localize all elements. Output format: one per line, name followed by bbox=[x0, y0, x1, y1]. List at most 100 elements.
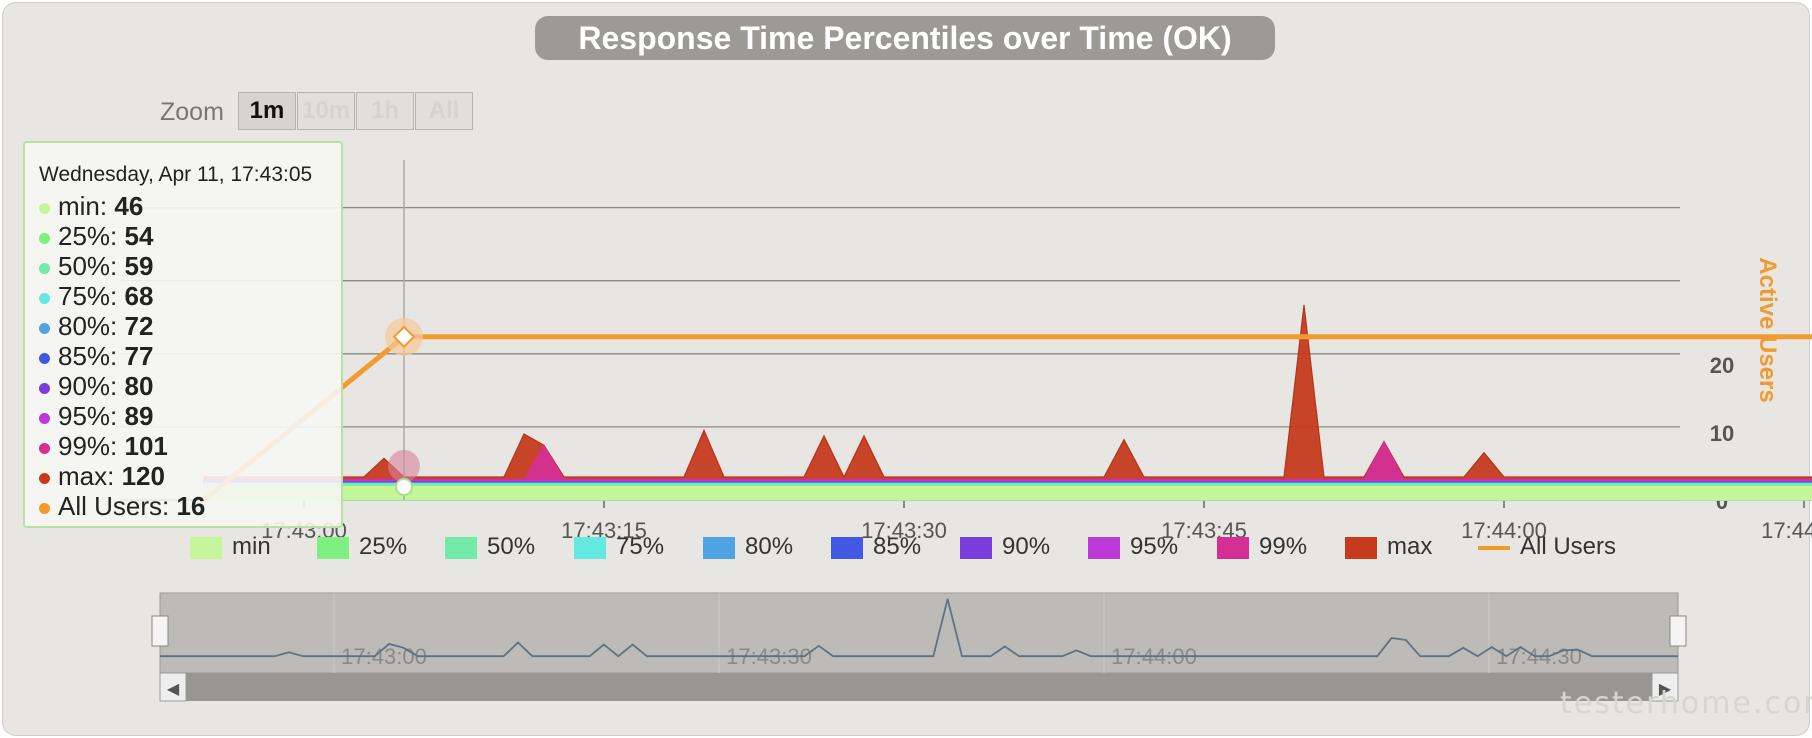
tooltip-row-min: min: 46 bbox=[39, 191, 341, 221]
hover-halo-max bbox=[388, 450, 420, 482]
tooltip-row-95-: 95%: 89 bbox=[39, 401, 341, 431]
tooltip-value: 68 bbox=[124, 281, 154, 311]
legend-label: max bbox=[1387, 533, 1433, 560]
legend-item-max[interactable]: max bbox=[1345, 533, 1432, 561]
tooltip-row-75-: 75%: 68 bbox=[39, 281, 341, 311]
tooltip-separator: : bbox=[110, 371, 125, 401]
x-tick-label: 17:44:00 bbox=[1461, 518, 1547, 543]
scroll-left-icon[interactable]: ◀ bbox=[167, 681, 180, 698]
navigator-sparkline bbox=[160, 598, 1678, 658]
legend-swatch bbox=[1345, 536, 1377, 559]
right-axis-tick: 10 bbox=[1710, 421, 1734, 446]
tooltip-separator: : bbox=[110, 221, 125, 251]
x-tick-label: 17:43:30 bbox=[861, 518, 947, 543]
tooltip-row-all-users: All Users: 16 bbox=[39, 491, 341, 521]
hover-marker-users bbox=[392, 325, 416, 349]
navigator-window[interactable] bbox=[159, 592, 1679, 674]
zoom-1m-button[interactable]: 1m bbox=[238, 92, 296, 130]
tooltip-date: Wednesday, Apr 11, 17:43:05 bbox=[39, 163, 313, 186]
legend-swatch bbox=[1478, 545, 1510, 550]
tooltip-dot bbox=[39, 472, 50, 484]
legend-label: 80% bbox=[745, 533, 794, 560]
legend-label: 95% bbox=[1130, 533, 1179, 560]
tooltip-label: 85% bbox=[58, 341, 111, 371]
legend-label: 50% bbox=[487, 533, 536, 560]
legend-label: 75% bbox=[616, 533, 665, 560]
tooltip-row-25-: 25%: 54 bbox=[39, 221, 341, 251]
tooltip-label: max bbox=[58, 461, 108, 491]
legend-item-min[interactable]: min bbox=[190, 533, 271, 561]
legend-item-85-[interactable]: 85% bbox=[831, 533, 921, 561]
legend-swatch bbox=[574, 536, 606, 559]
legend-swatch bbox=[1088, 536, 1120, 559]
navigator-handle-right[interactable] bbox=[1669, 615, 1687, 647]
zoom-1h-button[interactable]: 1h bbox=[356, 92, 414, 130]
tooltip-label: min bbox=[58, 191, 100, 221]
tooltip-dot bbox=[39, 292, 50, 304]
watermark: testerhome.com bbox=[1560, 686, 1812, 721]
tooltip-row-99-: 99%: 101 bbox=[39, 431, 341, 461]
area-series-max bbox=[203, 304, 1812, 501]
tooltip-separator: : bbox=[110, 311, 125, 341]
legend-label: 85% bbox=[873, 533, 922, 560]
legend-swatch bbox=[317, 536, 349, 559]
legend-item-50-[interactable]: 50% bbox=[445, 533, 535, 561]
legend-item-99-[interactable]: 99% bbox=[1217, 533, 1307, 561]
tooltip: Wednesday, Apr 11, 17:43:05 min: 46 25%: … bbox=[23, 141, 343, 528]
legend-label: 25% bbox=[359, 533, 408, 560]
tooltip-separator: : bbox=[110, 251, 125, 281]
legend-item-75-[interactable]: 75% bbox=[574, 533, 664, 561]
zoom-label: Zoom bbox=[160, 98, 224, 126]
scroll-right-icon[interactable]: ▶ bbox=[1659, 681, 1672, 698]
tooltip-separator: : bbox=[162, 491, 177, 521]
tooltip-separator: : bbox=[99, 191, 115, 221]
tooltip-row-50-: 50%: 59 bbox=[39, 251, 341, 281]
legend-label: min bbox=[232, 533, 271, 560]
navigator-handle-left[interactable] bbox=[151, 615, 169, 647]
legend-swatch bbox=[445, 536, 477, 559]
tooltip-dot bbox=[39, 262, 50, 274]
tooltip-label: All Users bbox=[58, 491, 163, 521]
legend-item-90-[interactable]: 90% bbox=[960, 533, 1050, 561]
area-series-min bbox=[203, 485, 1812, 501]
tooltip-value: 89 bbox=[124, 401, 154, 431]
tooltip-dot bbox=[39, 352, 50, 364]
legend-swatch bbox=[1217, 536, 1249, 559]
tooltip-value: 77 bbox=[124, 341, 154, 371]
tooltip-dot bbox=[39, 502, 50, 514]
tooltip-separator: : bbox=[107, 461, 122, 491]
tooltip-dot bbox=[39, 412, 50, 424]
tooltip-value: 101 bbox=[124, 431, 168, 461]
tooltip-row-85-: 85%: 77 bbox=[39, 341, 341, 371]
tooltip-label: 25% bbox=[58, 221, 111, 251]
all-users-line bbox=[202, 334, 1812, 502]
scroll-left-button[interactable] bbox=[159, 672, 187, 702]
legend-swatch bbox=[190, 536, 222, 559]
tooltip-row-80-: 80%: 72 bbox=[39, 311, 341, 341]
legend-label: 99% bbox=[1259, 533, 1308, 560]
tooltip-label: 50% bbox=[58, 251, 111, 281]
tooltip-row-max: max: 120 bbox=[39, 461, 341, 491]
tooltip-value: 80 bbox=[124, 371, 154, 401]
right-axis-label: Active Users bbox=[1754, 257, 1781, 402]
tooltip-label: 80% bbox=[58, 311, 111, 341]
tooltip-dot bbox=[39, 322, 50, 334]
legend-item-all-users[interactable]: All Users bbox=[1478, 533, 1616, 561]
tooltip-value: 16 bbox=[176, 491, 206, 521]
tooltip-value: 120 bbox=[121, 461, 165, 491]
tooltip-dot bbox=[39, 202, 50, 214]
navigator-scrollbar[interactable] bbox=[160, 673, 1678, 701]
tooltip-value: 72 bbox=[124, 311, 154, 341]
scroll-right-button[interactable] bbox=[1651, 672, 1679, 702]
legend-swatch bbox=[831, 536, 863, 559]
legend-item-80-[interactable]: 80% bbox=[703, 533, 793, 561]
zoom-all-button[interactable]: All bbox=[415, 92, 473, 130]
tooltip-separator: : bbox=[110, 401, 125, 431]
tooltip-separator: : bbox=[110, 341, 125, 371]
legend-item-25-[interactable]: 25% bbox=[317, 533, 407, 561]
legend-item-95-[interactable]: 95% bbox=[1088, 533, 1178, 561]
legend-label: All Users bbox=[1520, 533, 1617, 560]
zoom-10m-button[interactable]: 10m bbox=[297, 92, 355, 130]
legend-swatch bbox=[703, 536, 735, 559]
